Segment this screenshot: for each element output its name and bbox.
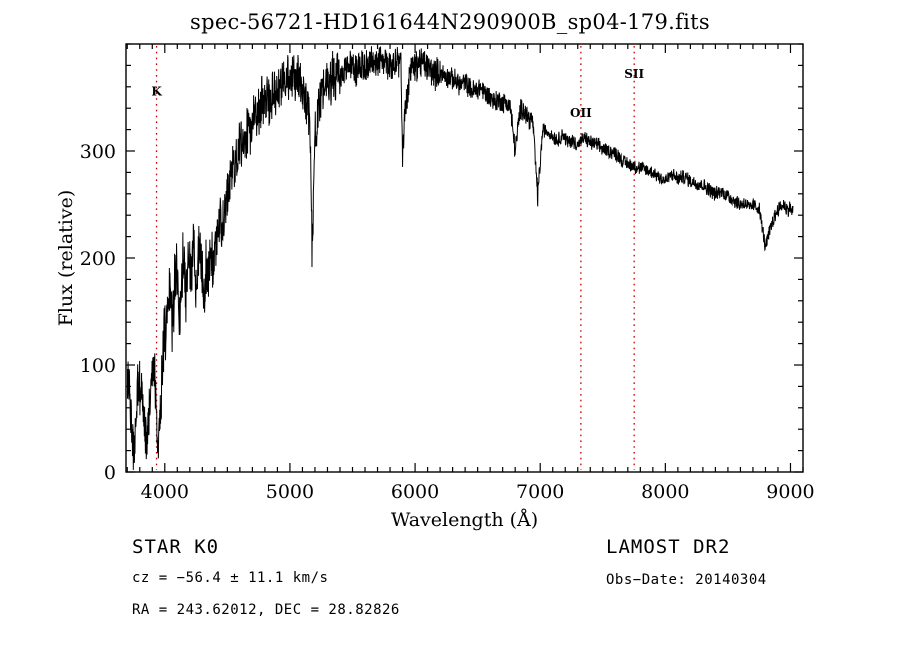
footer-coordinates: RA = 243.62012, DEC = 28.82826	[132, 602, 400, 618]
x-tick-label: 7000	[516, 481, 564, 503]
x-tick-label: 6000	[391, 481, 439, 503]
footer-observation-date: Obs−Date: 20140304	[606, 572, 767, 588]
y-axis-title: Flux (relative)	[55, 190, 77, 327]
axis-ticks	[126, 43, 804, 473]
spectrum-line	[127, 46, 794, 470]
y-tick-label: 300	[80, 141, 116, 163]
plot-frame	[125, 43, 804, 473]
spectral-line-markers: K OII SII	[151, 46, 645, 470]
y-tick-label: 0	[104, 462, 116, 484]
page-title: spec-56721-HD161644N290900B_sp04-179.fit…	[190, 10, 710, 34]
x-tick-label: 9000	[766, 481, 814, 503]
spectrum-trace	[127, 46, 794, 470]
spectral-line-label: K	[151, 84, 162, 98]
y-tick-label: 200	[80, 248, 116, 270]
footer-object-type: STAR K0	[132, 536, 220, 558]
y-tick-label: 100	[80, 355, 116, 377]
spectral-line-label: SII	[624, 67, 644, 81]
footer-redshift-velocity: cz = −56.4 ± 11.1 km/s	[132, 570, 329, 586]
axis-titles: Wavelength (Å) Flux (relative)	[55, 190, 538, 531]
x-tick-label: 8000	[641, 481, 689, 503]
footer-survey-name: LAMOST DR2	[606, 536, 731, 558]
x-axis-title: Wavelength (Å)	[391, 509, 538, 531]
x-tick-label: 4000	[141, 481, 189, 503]
axis-tick-labels: 4000 5000 6000 7000 8000 9000 0 100 200 300	[80, 141, 815, 503]
x-tick-label: 5000	[266, 481, 314, 503]
spectral-line-label: OII	[570, 106, 592, 120]
